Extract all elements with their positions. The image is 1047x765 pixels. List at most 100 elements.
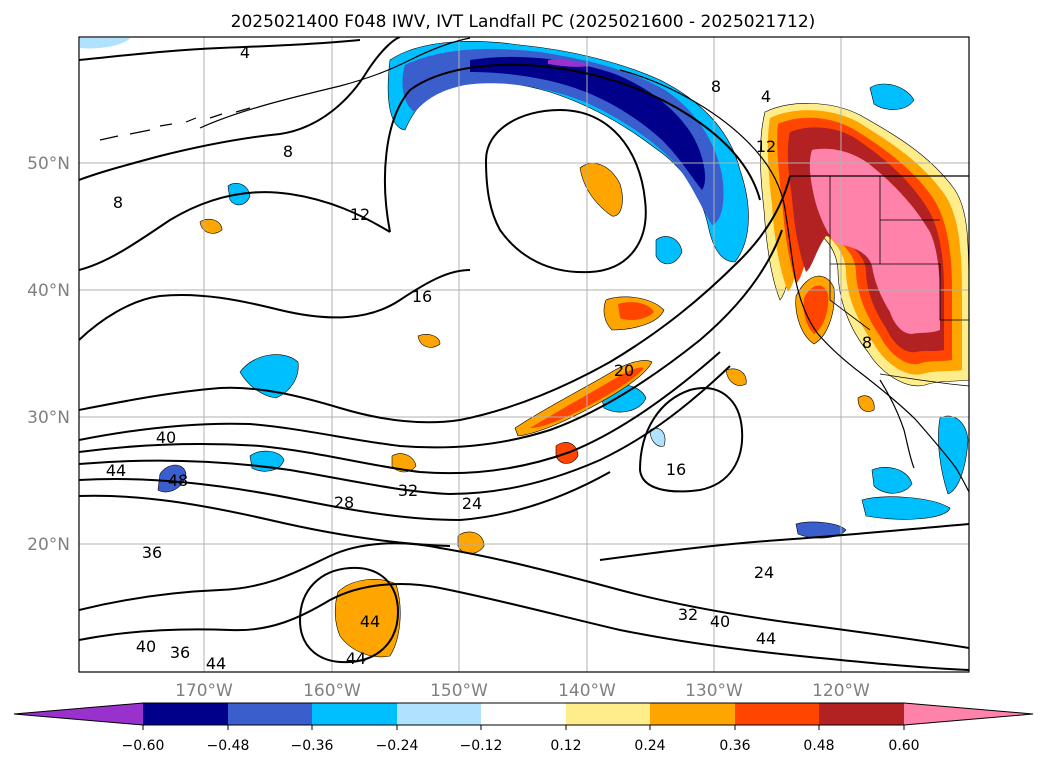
- contour-label: 16: [412, 287, 432, 306]
- contour-label: 28: [334, 493, 354, 512]
- colorbar-tick-label: 0.12: [550, 738, 581, 754]
- contour-label: 48: [168, 471, 188, 490]
- contour-16: [79, 269, 471, 341]
- contour-label: 24: [462, 494, 482, 513]
- shade-negative-patch-6: [869, 83, 915, 110]
- lon-label-170w: 170°W: [175, 681, 233, 701]
- lat-label-20n: 20°N: [27, 535, 70, 555]
- contour-12-arc: [79, 191, 391, 271]
- shade-positive-patch-9: [857, 395, 875, 412]
- iwv-contours: [79, 37, 969, 671]
- colorbar-bins: [143, 703, 904, 725]
- colorbar-tick-label: −0.48: [207, 738, 250, 754]
- colorbar-bin: [566, 703, 650, 725]
- colorbar-bin: [819, 703, 904, 725]
- lat-label-30n: 30°N: [27, 408, 70, 428]
- contour-8-loop: [484, 108, 647, 274]
- colorbar: −0.60 −0.48 −0.36 −0.24 −0.12 0.12 0.24 …: [13, 702, 1034, 754]
- coastline-bc: [619, 69, 797, 283]
- contour-labels: 4 4 8 8 8 8 12 12 16 16 20 24 24 28 32 3…: [106, 43, 872, 673]
- colorbar-bin: [481, 703, 566, 725]
- lon-label-120w: 120°W: [812, 681, 870, 701]
- shade-negative-dark: [470, 56, 706, 190]
- shade-negative-patch-3: [157, 464, 187, 493]
- contour-label: 40: [710, 612, 730, 631]
- contour-label: 12: [350, 205, 370, 224]
- map-frame: [78, 36, 970, 673]
- colorbar-extend-high: [904, 703, 1033, 725]
- contour-28: [79, 351, 721, 475]
- contour-label: 24: [754, 563, 774, 582]
- contour-40: [79, 494, 451, 547]
- shade-positive-patch-6: [417, 334, 441, 348]
- shade-positive-patch-10: [725, 368, 747, 386]
- contour-12-outer: [383, 63, 761, 233]
- lat-label-40n: 40°N: [27, 281, 70, 301]
- colorbar-ticks: [142, 725, 905, 730]
- contour-40-south: [79, 583, 969, 671]
- contour-36-loop-south: [298, 566, 400, 664]
- colorbar-tick-label: 0.60: [888, 738, 919, 754]
- shade-negative-light-edge: [80, 38, 130, 49]
- contour-label: 40: [136, 637, 156, 656]
- colorbar-tick-label: 0.36: [719, 738, 750, 754]
- contour-label: 4: [761, 87, 771, 106]
- contour-label: 4: [240, 43, 250, 62]
- shade-positive-patch-1: [579, 163, 623, 217]
- contour-label: 8: [711, 77, 721, 96]
- contour-label: 8: [862, 333, 872, 352]
- lat-label-50n: 50°N: [27, 154, 70, 174]
- latitude-labels: 50°N 40°N 30°N 20°N: [27, 154, 70, 555]
- lon-label-150w: 150°W: [430, 681, 488, 701]
- contour-label: 36: [142, 543, 162, 562]
- colorbar-bin: [650, 703, 735, 725]
- contour-label: 16: [666, 460, 686, 479]
- colorbar-tick-label: −0.36: [291, 738, 334, 754]
- contour-label: 44: [756, 629, 776, 648]
- contour-8-northwest: [79, 37, 401, 181]
- shade-positive-patch-5: [457, 531, 485, 554]
- colorbar-tick-label: 0.48: [803, 738, 834, 754]
- longitude-labels: 170°W 160°W 150°W 140°W 130°W 120°W: [175, 681, 870, 701]
- map-panel: 4 4 8 8 8 8 12 12 16 16 20 24 24 28 32 3…: [27, 36, 970, 701]
- shade-negative-patch-5: [655, 236, 683, 265]
- contour-32: [79, 365, 731, 496]
- contour-label: 8: [283, 142, 293, 161]
- contour-44-south: [79, 542, 969, 649]
- lon-label-130w: 130°W: [685, 681, 743, 701]
- shade-negative-patch-7: [871, 467, 913, 494]
- colorbar-tick-label: 0.24: [634, 738, 665, 754]
- contour-label: 8: [113, 193, 123, 212]
- shade-negative-deepest: [548, 59, 590, 67]
- contour-label: 44: [106, 461, 126, 480]
- coastline-baja: [879, 379, 915, 469]
- colorbar-bin: [397, 703, 481, 725]
- contour-label: 40: [156, 428, 176, 447]
- figure-title: 2025021400 F048 IWV, IVT Landfall PC (20…: [231, 12, 816, 32]
- contour-label: 32: [678, 605, 698, 624]
- contour-label: 44: [360, 612, 380, 631]
- shade-positive-patch-4: [391, 453, 417, 473]
- contour-20-ar-north: [79, 175, 791, 424]
- contour-24-southeast: [599, 523, 969, 561]
- colorbar-tick-label: −0.24: [376, 738, 419, 754]
- colorbar-bin: [735, 703, 819, 725]
- gridlines: [79, 37, 969, 672]
- shade-negative-patch-8: [861, 496, 951, 520]
- shade-positive-patch-2-core: [618, 302, 654, 320]
- contour-label: 44: [346, 649, 366, 668]
- contour-label: 20: [614, 361, 634, 380]
- shade-positive-patch-3: [334, 579, 401, 658]
- coastline-aleutians: [99, 107, 251, 141]
- contour-36: [79, 471, 611, 522]
- colorbar-tick-labels: −0.60 −0.48 −0.36 −0.24 −0.12 0.12 0.24 …: [122, 738, 920, 754]
- contour-label: 36: [170, 643, 190, 662]
- contour-16-loop-east: [638, 387, 744, 493]
- contour-label: 12: [756, 137, 776, 156]
- colorbar-bin: [228, 703, 312, 725]
- colorbar-bin: [143, 703, 228, 725]
- contour-4-north: [79, 39, 361, 61]
- border-us-mexico: [879, 373, 969, 387]
- colorbar-bin: [312, 703, 397, 725]
